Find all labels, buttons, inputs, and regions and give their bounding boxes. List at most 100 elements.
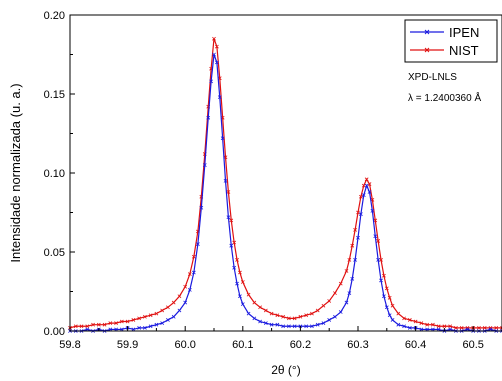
data-point xyxy=(226,190,231,194)
data-point xyxy=(361,193,366,198)
data-point xyxy=(364,177,369,182)
data-point xyxy=(321,303,326,308)
legend-label: IPEN xyxy=(449,25,479,40)
data-point xyxy=(166,305,170,310)
data-point xyxy=(373,218,378,223)
data-point xyxy=(238,294,242,299)
data-point xyxy=(390,318,395,322)
data-point xyxy=(171,300,176,305)
data-point xyxy=(425,327,430,332)
y-tick-label: 0.05 xyxy=(44,247,65,259)
data-point xyxy=(333,291,337,295)
x-tick-label: 59.8 xyxy=(59,339,80,351)
data-point xyxy=(387,313,392,318)
data-point xyxy=(96,322,101,327)
data-point xyxy=(171,314,176,319)
x-tick-label: 60.4 xyxy=(405,339,426,351)
data-point xyxy=(500,325,502,330)
data-point xyxy=(258,305,262,310)
data-point xyxy=(379,278,383,283)
data-point xyxy=(286,324,291,329)
data-point xyxy=(286,316,291,321)
y-tick-label: 0.00 xyxy=(44,326,65,338)
data-point xyxy=(358,194,363,199)
y-tick-label: 0.10 xyxy=(44,168,65,180)
data-point xyxy=(91,322,95,327)
data-point xyxy=(275,322,280,327)
data-point xyxy=(298,314,303,319)
data-point xyxy=(187,272,192,277)
data-point xyxy=(199,205,204,210)
data-point xyxy=(191,270,196,275)
data-point xyxy=(220,136,225,141)
data-point xyxy=(321,321,326,325)
data-point xyxy=(376,258,381,262)
data-point xyxy=(350,243,355,248)
y-tick-label: 0.15 xyxy=(44,89,65,101)
data-point xyxy=(430,322,435,327)
data-point xyxy=(212,52,216,57)
data-point xyxy=(160,321,165,325)
data-point xyxy=(477,325,481,330)
data-point xyxy=(209,79,214,84)
data-point xyxy=(436,324,441,329)
x-tick-label: 60.1 xyxy=(232,339,253,351)
data-point xyxy=(137,316,142,321)
data-point xyxy=(229,243,234,248)
data-point xyxy=(235,258,239,262)
data-point xyxy=(269,322,274,327)
data-point xyxy=(232,265,237,270)
data-point xyxy=(419,321,424,325)
x-axis-label: 2θ (°) xyxy=(271,363,300,377)
data-point xyxy=(131,318,136,322)
data-point xyxy=(235,281,239,286)
data-point xyxy=(177,294,182,299)
data-point xyxy=(482,325,487,330)
data-point xyxy=(240,302,245,307)
legend-box xyxy=(404,19,498,63)
data-point xyxy=(160,308,165,313)
data-point xyxy=(413,319,418,324)
data-point xyxy=(402,316,406,321)
data-point xyxy=(263,321,268,325)
data-point xyxy=(246,311,251,316)
data-point xyxy=(356,210,360,215)
data-point xyxy=(361,183,366,188)
data-point xyxy=(119,319,124,324)
data-point xyxy=(292,324,297,329)
y-axis-label: Intensidade normalizada (u. a.) xyxy=(8,83,23,262)
data-point xyxy=(367,190,372,194)
data-point xyxy=(488,327,493,332)
legend-label: NIST xyxy=(449,43,479,58)
data-point xyxy=(240,280,245,284)
data-point xyxy=(333,314,337,319)
data-point xyxy=(275,313,280,318)
data-point xyxy=(108,321,113,325)
data-point xyxy=(347,291,352,295)
data-point xyxy=(448,327,453,332)
data-point xyxy=(304,324,309,329)
data-point xyxy=(364,183,369,188)
data-point xyxy=(310,311,314,316)
data-point xyxy=(281,314,286,319)
data-point xyxy=(148,313,153,318)
data-point xyxy=(353,258,358,262)
data-point xyxy=(425,322,430,327)
data-point xyxy=(281,324,286,329)
data-point xyxy=(142,314,147,319)
data-point xyxy=(327,299,332,303)
data-point xyxy=(370,209,375,213)
data-point xyxy=(419,327,424,332)
data-point xyxy=(238,270,242,275)
data-point xyxy=(263,308,268,313)
data-point xyxy=(232,240,237,245)
data-point xyxy=(125,319,130,324)
data-point xyxy=(166,318,170,322)
data-point xyxy=(344,269,349,273)
data-point xyxy=(154,311,159,316)
data-point xyxy=(315,322,320,327)
data-point xyxy=(353,227,358,232)
data-point xyxy=(191,254,196,259)
x-tick-label: 60.3 xyxy=(347,339,368,351)
